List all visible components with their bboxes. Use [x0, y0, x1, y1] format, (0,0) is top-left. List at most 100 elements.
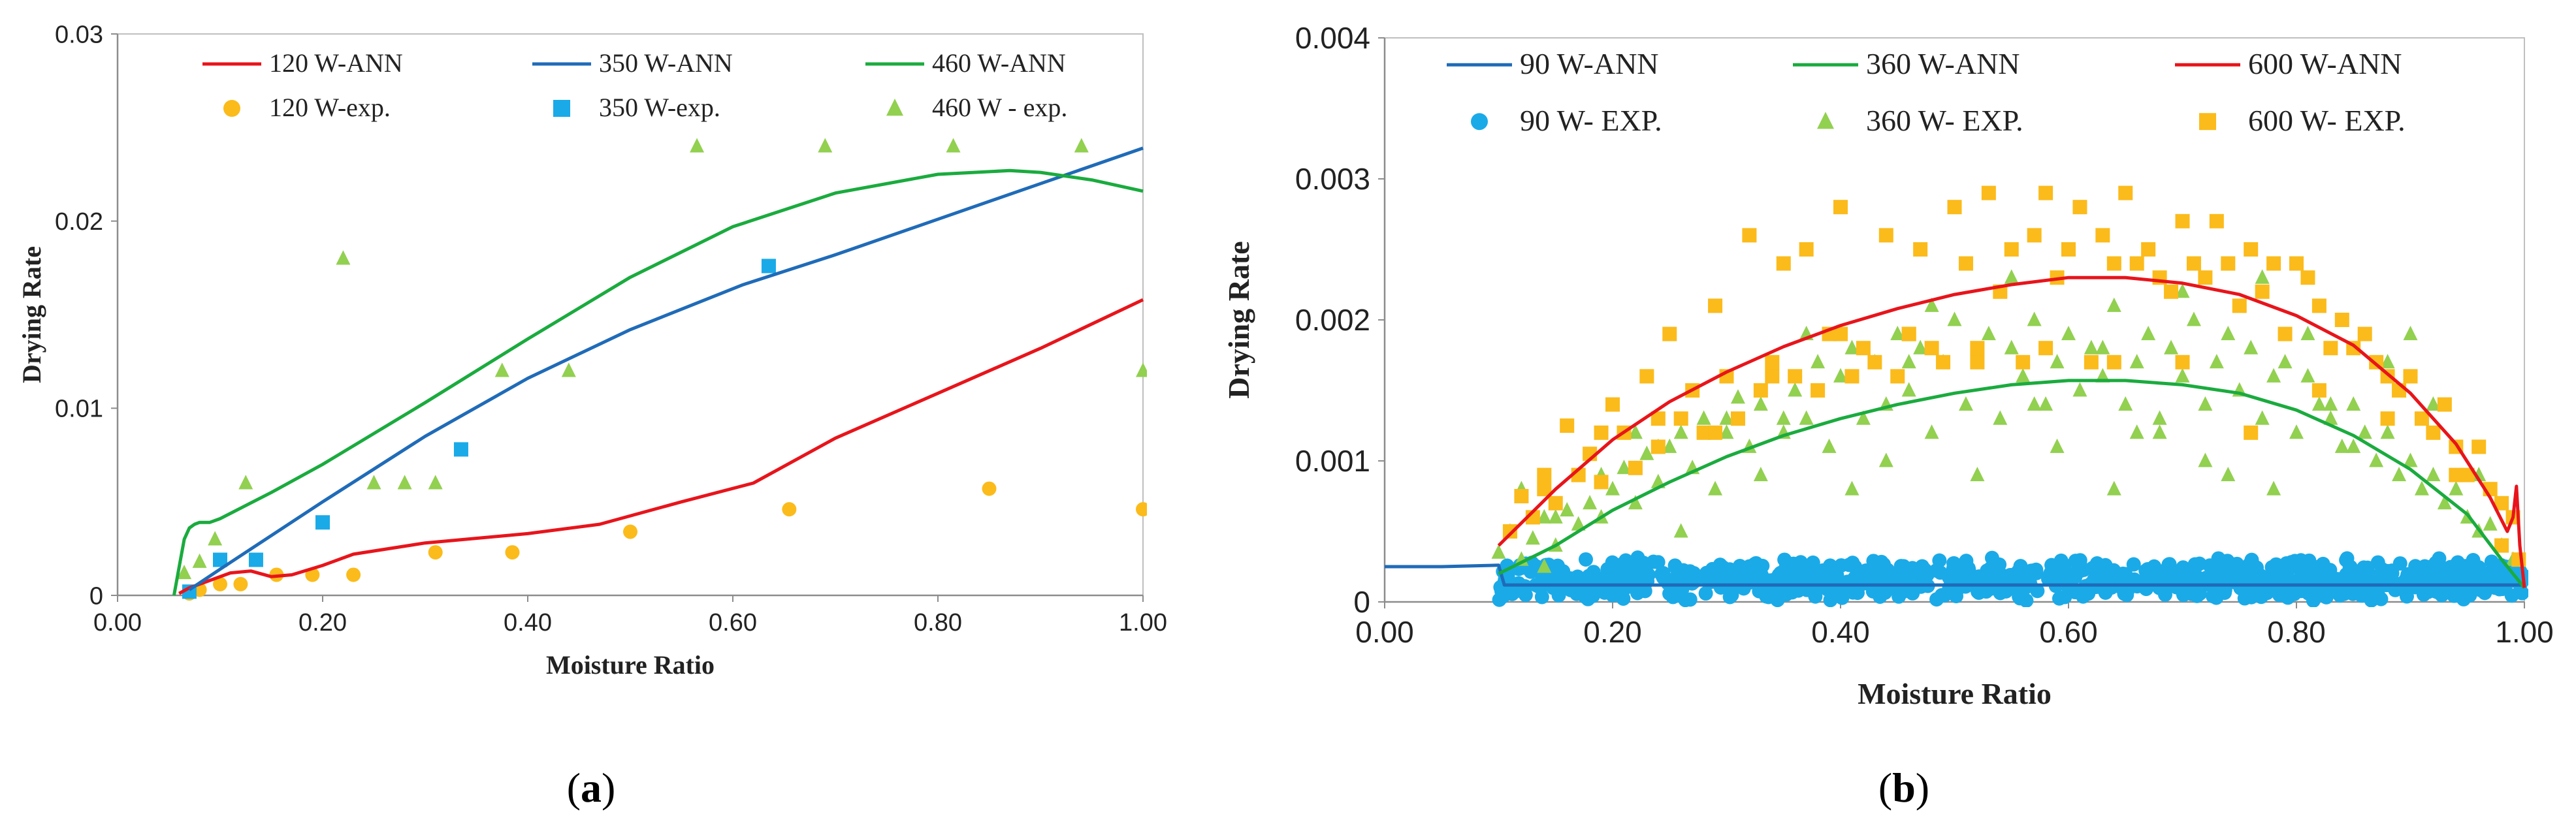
data-point [2068, 569, 2083, 584]
data-point [2174, 565, 2189, 580]
data-point [2175, 368, 2190, 383]
panel-b-data-layer [1385, 185, 2528, 607]
data-point [2323, 410, 2338, 425]
legend-entry-label: 90 W-ANN [1520, 47, 1659, 80]
data-point [2038, 341, 2053, 356]
data-point [1628, 424, 1643, 439]
data-point [1639, 445, 1654, 460]
data-point [1924, 341, 1939, 356]
data-point [2209, 213, 2224, 228]
data-point [1491, 544, 1506, 559]
data-point [336, 250, 351, 265]
data-point [982, 481, 997, 496]
data-point [1777, 552, 1792, 567]
data-point [2471, 466, 2487, 482]
data-point [1833, 368, 1848, 383]
data-point [1753, 466, 1768, 482]
data-point [2473, 569, 2488, 584]
data-point [177, 564, 192, 580]
data-point [2255, 269, 2270, 284]
panel-b-y-tick-label: 0.002 [1295, 303, 1370, 337]
data-point [2311, 298, 2326, 313]
data-point [2319, 589, 2334, 605]
data-point [2106, 480, 2121, 495]
data-point [2414, 411, 2429, 426]
data-point [2462, 588, 2477, 603]
data-point [213, 576, 227, 591]
data-point [1993, 410, 2008, 425]
data-point [2129, 424, 2144, 439]
data-point [2027, 396, 2042, 411]
legend-entry-label: 600 W- EXP. [2248, 104, 2406, 137]
data-point [2244, 339, 2259, 354]
data-point [2346, 396, 2361, 411]
data-point [1890, 369, 1905, 384]
data-point [1924, 297, 1939, 312]
data-point [2186, 311, 2201, 326]
panel-b-series-line-360-w-ann [1498, 379, 2526, 589]
data-point [1673, 523, 1688, 538]
data-point [2447, 571, 2462, 586]
legend-swatch-marker [886, 99, 903, 116]
data-point [1730, 389, 1745, 404]
data-point [1753, 383, 1768, 398]
data-point [2141, 325, 2156, 341]
data-point [1650, 411, 1666, 426]
data-point [1719, 410, 1734, 425]
data-point [1833, 200, 1848, 215]
data-point [1970, 466, 1985, 482]
panel-b-x-tick-label: 0.40 [1811, 615, 1870, 649]
data-point [2355, 570, 2370, 585]
data-point [2278, 326, 2293, 341]
data-point [2244, 589, 2259, 605]
data-point [1742, 228, 1757, 243]
data-point [2072, 553, 2087, 568]
data-point [1701, 575, 1716, 590]
data-point [2311, 396, 2326, 411]
data-point [2221, 256, 2236, 271]
data-point [1914, 579, 1929, 594]
panel-b-y-axis-title: Drying Rate [1222, 241, 1255, 398]
data-point [1856, 341, 1871, 356]
data-point [1936, 354, 1951, 369]
data-point [2106, 297, 2121, 312]
data-point [2186, 256, 2201, 271]
data-point [2004, 339, 2019, 354]
legend-entry-label: 350 W-exp. [599, 93, 720, 122]
legend-swatch-marker [553, 100, 570, 117]
data-point [2369, 452, 2384, 467]
data-point [2300, 368, 2315, 383]
data-point [2293, 574, 2308, 589]
data-point [2164, 284, 2179, 299]
data-point [2346, 438, 2361, 453]
data-point [761, 259, 776, 274]
data-point [1901, 382, 1916, 397]
data-point [2323, 396, 2338, 411]
data-point [2421, 567, 2436, 582]
data-point [1537, 558, 1552, 573]
legend-swatch-marker [223, 100, 240, 117]
data-point [397, 475, 412, 490]
data-point [1548, 509, 1563, 524]
data-point [428, 545, 443, 560]
data-point [2221, 466, 2236, 482]
data-point [1535, 575, 1550, 590]
data-point [2044, 558, 2059, 573]
data-point [2380, 411, 2395, 426]
data-point [2357, 326, 2372, 341]
panel-b-series-90-w-exp- [1492, 550, 2528, 607]
data-point [315, 515, 330, 530]
data-point [1958, 256, 1973, 271]
data-point [2072, 200, 2087, 215]
legend-entry-label: 90 W- EXP. [1520, 104, 1662, 137]
panel-a-x-tick-label: 0.20 [298, 609, 347, 637]
data-point [2289, 424, 2304, 439]
data-point [1844, 339, 1860, 354]
data-point [2198, 452, 2213, 467]
panel-a-y-tick-label: 0 [89, 582, 103, 610]
panel-a-series-460-w-exp- [177, 138, 1147, 580]
data-point [2126, 557, 2141, 572]
data-point [2426, 396, 2441, 411]
data-point [946, 138, 961, 153]
data-point [1708, 425, 1723, 440]
